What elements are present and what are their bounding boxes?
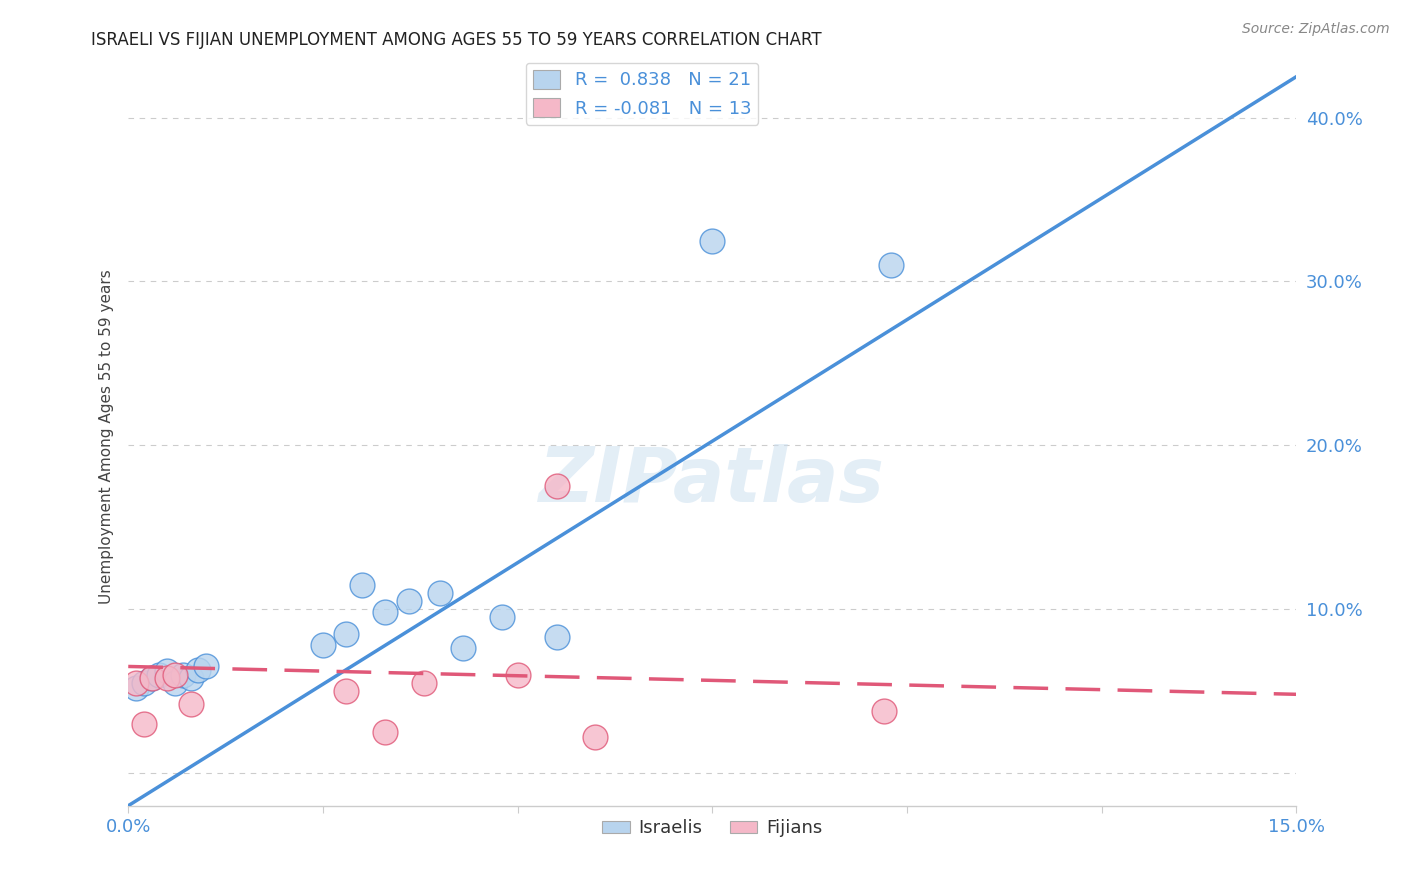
Point — [335, 684, 357, 698]
Point — [125, 681, 148, 695]
Point — [180, 697, 202, 711]
Point — [141, 671, 163, 685]
Point — [156, 665, 179, 679]
Point — [187, 663, 209, 677]
Point — [141, 671, 163, 685]
Y-axis label: Unemployment Among Ages 55 to 59 years: Unemployment Among Ages 55 to 59 years — [100, 269, 114, 605]
Point — [312, 638, 335, 652]
Point — [156, 671, 179, 685]
Text: ISRAELI VS FIJIAN UNEMPLOYMENT AMONG AGES 55 TO 59 YEARS CORRELATION CHART: ISRAELI VS FIJIAN UNEMPLOYMENT AMONG AGE… — [91, 31, 823, 49]
Point — [335, 626, 357, 640]
Point — [374, 606, 396, 620]
Point — [702, 234, 724, 248]
Point — [429, 586, 451, 600]
Text: Source: ZipAtlas.com: Source: ZipAtlas.com — [1241, 22, 1389, 37]
Point — [350, 577, 373, 591]
Point — [451, 641, 474, 656]
Point — [872, 704, 894, 718]
Point — [546, 630, 568, 644]
Point — [132, 716, 155, 731]
Point — [148, 667, 170, 681]
Point — [163, 667, 186, 681]
Legend: Israelis, Fijians: Israelis, Fijians — [595, 812, 830, 845]
Point — [132, 676, 155, 690]
Point — [195, 659, 218, 673]
Point — [398, 594, 420, 608]
Point — [585, 730, 607, 744]
Point — [163, 676, 186, 690]
Text: ZIPatlas: ZIPatlas — [540, 444, 886, 518]
Point — [180, 671, 202, 685]
Point — [546, 479, 568, 493]
Point — [125, 676, 148, 690]
Point — [506, 667, 529, 681]
Point — [491, 610, 513, 624]
Point — [413, 676, 436, 690]
Point — [374, 725, 396, 739]
Point — [880, 258, 903, 272]
Point — [172, 667, 194, 681]
